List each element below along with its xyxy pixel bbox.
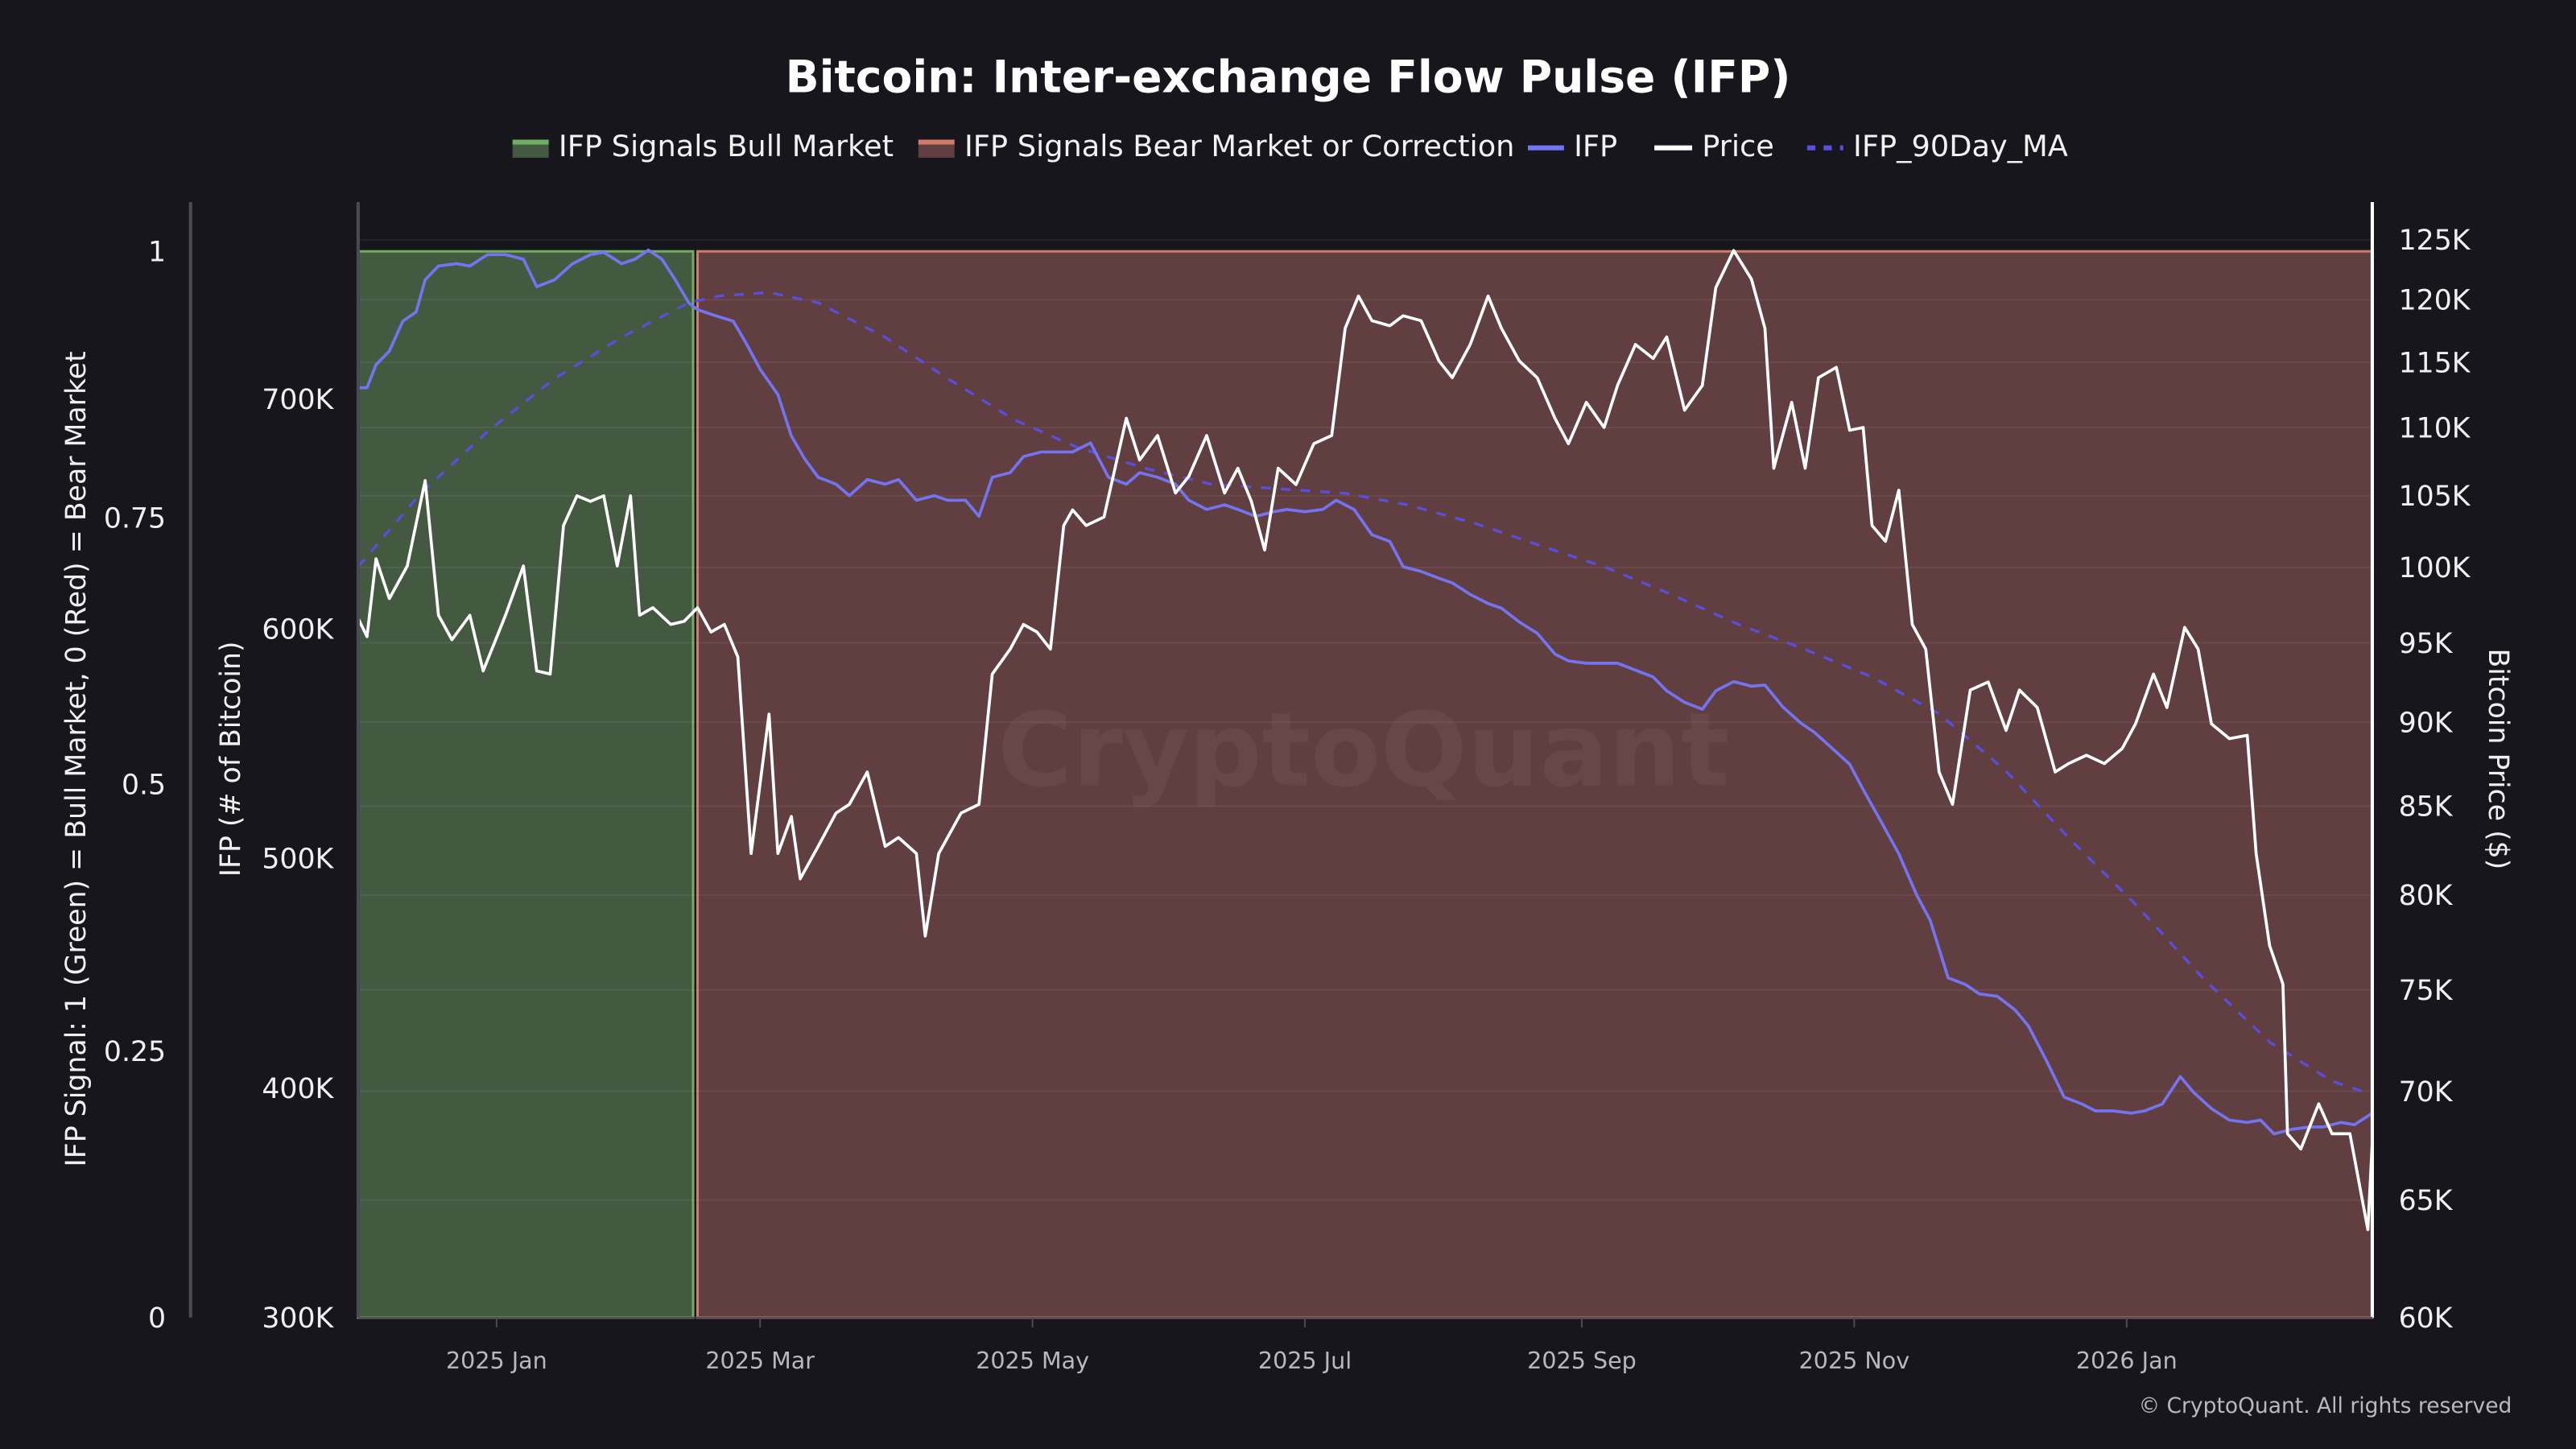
signal-tick-label: 1 xyxy=(148,236,166,268)
price-line xyxy=(357,249,2374,1232)
ifp-tick-label: 700K xyxy=(262,384,334,416)
legend-item-bear[interactable]: IFP Signals Bear Market or Correction xyxy=(918,129,1515,163)
x-tick-label: 2025 Sep xyxy=(1527,1347,1637,1374)
x-tick-label: 2025 Jan xyxy=(446,1347,547,1374)
signal-tick-label: 0.25 xyxy=(104,1036,166,1068)
price-tick-label: 110K xyxy=(2399,412,2471,444)
signal-regions xyxy=(357,250,2374,1319)
price-tick-label: 60K xyxy=(2399,1302,2454,1335)
signal-region-bear xyxy=(696,250,2374,1319)
ma-line xyxy=(357,291,2373,1096)
price-tick-label: 65K xyxy=(2399,1185,2454,1217)
legend-label-bear: IFP Signals Bear Market or Correction xyxy=(964,129,1514,163)
price-tick-label: 80K xyxy=(2399,880,2454,912)
ifp-tick-label: 400K xyxy=(262,1073,334,1105)
legend-item-price[interactable]: Price xyxy=(1654,129,1774,163)
legend-label-bull: IFP Signals Bull Market xyxy=(559,129,894,163)
price-tick-label: 90K xyxy=(2399,707,2454,739)
signal-tick-label: 0.5 xyxy=(122,770,166,802)
price-tick-label: 70K xyxy=(2399,1076,2454,1108)
ifp-tick-label: 600K xyxy=(262,613,334,646)
signal-tick-label: 0.75 xyxy=(104,503,166,535)
x-tick-label: 2025 Jul xyxy=(1258,1347,1352,1374)
price-tick-label: 95K xyxy=(2399,628,2454,660)
price-tick-label: 100K xyxy=(2399,552,2471,584)
legend-item-ma[interactable]: IFP_90Day_MA xyxy=(1806,129,2068,163)
chart-title: Bitcoin: Inter-exchange Flow Pulse (IFP) xyxy=(786,51,1791,102)
legend-swatch-bear-border xyxy=(918,139,955,145)
price-tick-label: 125K xyxy=(2399,225,2471,257)
ifp-tick-label: 300K xyxy=(262,1302,334,1335)
ifp-axis-title: IFP (# of Bitcoin) xyxy=(215,642,247,877)
axes: 0 0.25 0.5 0.75 1 300K 400K 500K 600K 700K 60K 65K 7… xyxy=(104,225,2471,1374)
legend-label-ifp: IFP xyxy=(1574,129,1617,163)
copyright: © CryptoQuant. All rights reserved xyxy=(2139,1393,2512,1418)
signal-tick-label: 0 xyxy=(148,1302,166,1335)
x-tick-label: 2025 Mar xyxy=(705,1347,815,1374)
price-tick-label: 105K xyxy=(2399,481,2471,513)
ifp-line xyxy=(357,248,2373,1136)
ifp-tick-label: 500K xyxy=(262,844,334,876)
price-axis-title: Bitcoin Price ($) xyxy=(2482,648,2514,869)
legend-item-ifp[interactable]: IFP xyxy=(1527,129,1617,163)
x-tick-label: 2026 Jan xyxy=(2076,1347,2178,1374)
watermark: CryptoQuant xyxy=(997,691,1729,810)
legend-item-bull[interactable]: IFP Signals Bull Market xyxy=(512,129,894,163)
signal-region-bull xyxy=(357,250,695,1319)
price-tick-label: 120K xyxy=(2399,285,2471,317)
series-lines xyxy=(357,248,2374,1232)
legend-swatch-bull-border xyxy=(512,139,549,145)
price-tick-label: 115K xyxy=(2399,347,2471,379)
legend-label-price: Price xyxy=(1702,129,1774,163)
x-tick-label: 2025 May xyxy=(976,1347,1089,1374)
legend-label-ma: IFP_90Day_MA xyxy=(1853,129,2068,163)
price-tick-label: 75K xyxy=(2399,975,2454,1007)
price-tick-label: 85K xyxy=(2399,791,2454,824)
legend: IFP Signals Bull Market IFP Signals Bear… xyxy=(512,129,2068,163)
signal-axis-title: IFP Signal: 1 (Green) = Bull Market, 0 (… xyxy=(60,351,93,1166)
x-tick-label: 2025 Nov xyxy=(1799,1347,1910,1374)
